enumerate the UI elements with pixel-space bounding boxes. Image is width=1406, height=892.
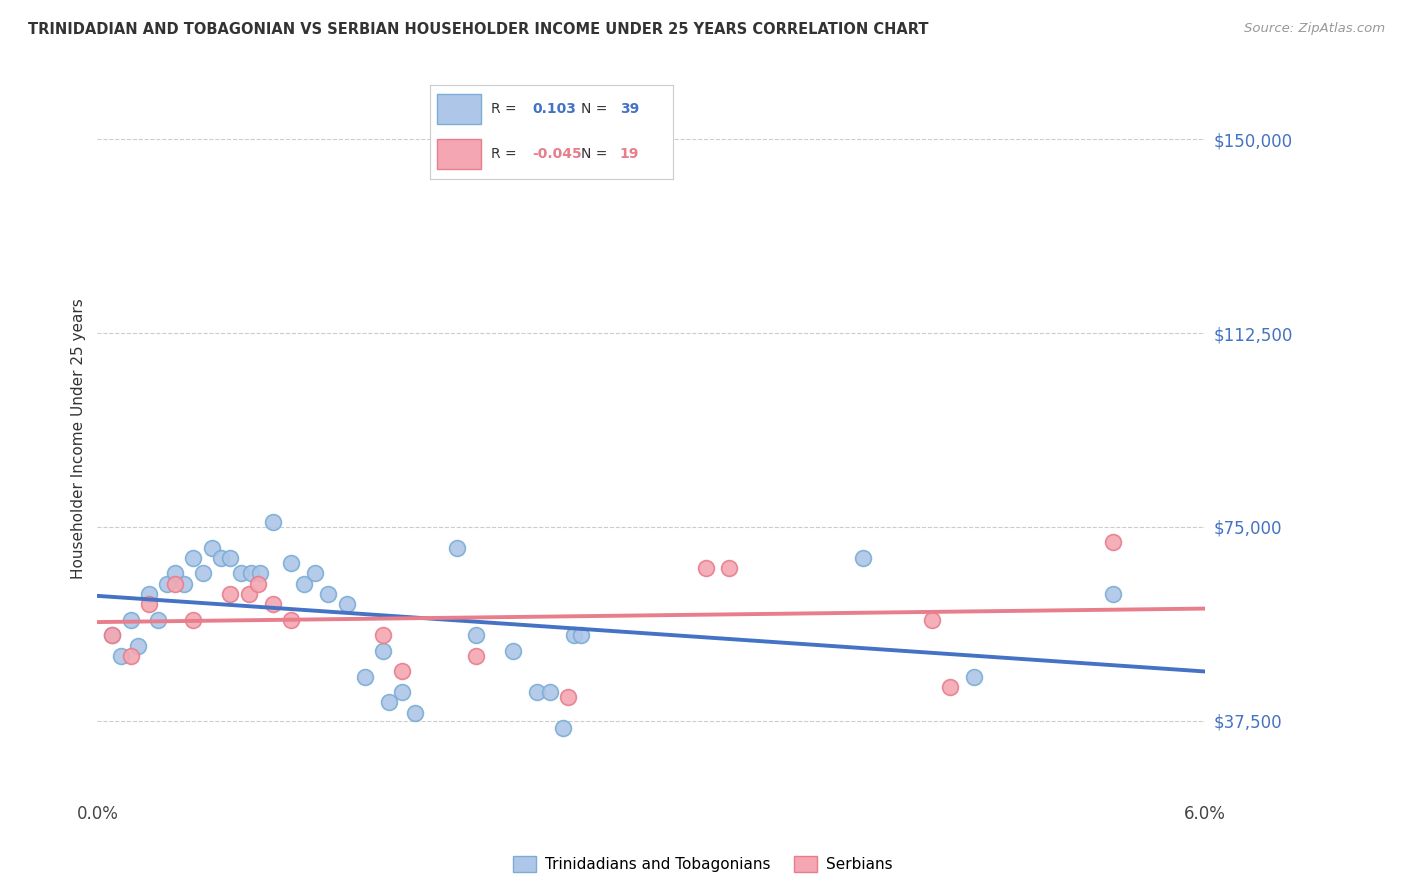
Point <box>183 550 205 565</box>
Point <box>209 550 232 565</box>
Point <box>446 541 468 555</box>
Point <box>963 670 986 684</box>
Point <box>562 628 585 642</box>
Point <box>538 685 561 699</box>
Point <box>231 566 253 581</box>
Point <box>262 597 284 611</box>
Point <box>101 628 124 642</box>
Point <box>138 587 160 601</box>
Point <box>246 576 269 591</box>
Point <box>201 541 224 555</box>
Point <box>173 576 195 591</box>
Point <box>464 648 486 663</box>
Point <box>939 680 962 694</box>
Point <box>551 721 574 735</box>
Point <box>1101 535 1123 549</box>
Point <box>219 550 242 565</box>
Point <box>921 613 943 627</box>
Point <box>354 670 377 684</box>
Point <box>378 696 401 710</box>
Point <box>191 566 214 581</box>
Y-axis label: Householder Income Under 25 years: Householder Income Under 25 years <box>72 299 86 580</box>
Point <box>569 628 592 642</box>
Point <box>391 685 413 699</box>
Point <box>219 587 242 601</box>
Point <box>183 613 205 627</box>
Point <box>304 566 326 581</box>
Point <box>249 566 271 581</box>
Point <box>695 561 717 575</box>
Point <box>163 566 186 581</box>
Point <box>120 613 142 627</box>
Point <box>391 665 413 679</box>
Point <box>526 685 548 699</box>
Point <box>404 706 426 720</box>
Point <box>292 576 315 591</box>
Point <box>373 644 395 658</box>
Point <box>464 628 486 642</box>
Point <box>156 576 179 591</box>
Point <box>852 550 875 565</box>
Point <box>138 597 160 611</box>
Point <box>238 587 260 601</box>
Point <box>110 648 132 663</box>
Legend: Trinidadians and Tobagonians, Serbians: Trinidadians and Tobagonians, Serbians <box>506 848 900 880</box>
Point <box>502 644 524 658</box>
Point <box>557 690 579 705</box>
Text: TRINIDADIAN AND TOBAGONIAN VS SERBIAN HOUSEHOLDER INCOME UNDER 25 YEARS CORRELAT: TRINIDADIAN AND TOBAGONIAN VS SERBIAN HO… <box>28 22 928 37</box>
Point <box>1101 587 1123 601</box>
Point <box>335 597 357 611</box>
Point <box>262 515 284 529</box>
Point <box>239 566 262 581</box>
Point <box>163 576 186 591</box>
Point <box>280 613 302 627</box>
Point <box>148 613 170 627</box>
Point <box>120 648 142 663</box>
Point <box>127 639 149 653</box>
Point <box>717 561 740 575</box>
Point <box>316 587 339 601</box>
Point <box>373 628 395 642</box>
Text: Source: ZipAtlas.com: Source: ZipAtlas.com <box>1244 22 1385 36</box>
Point <box>101 628 124 642</box>
Point <box>280 556 302 570</box>
